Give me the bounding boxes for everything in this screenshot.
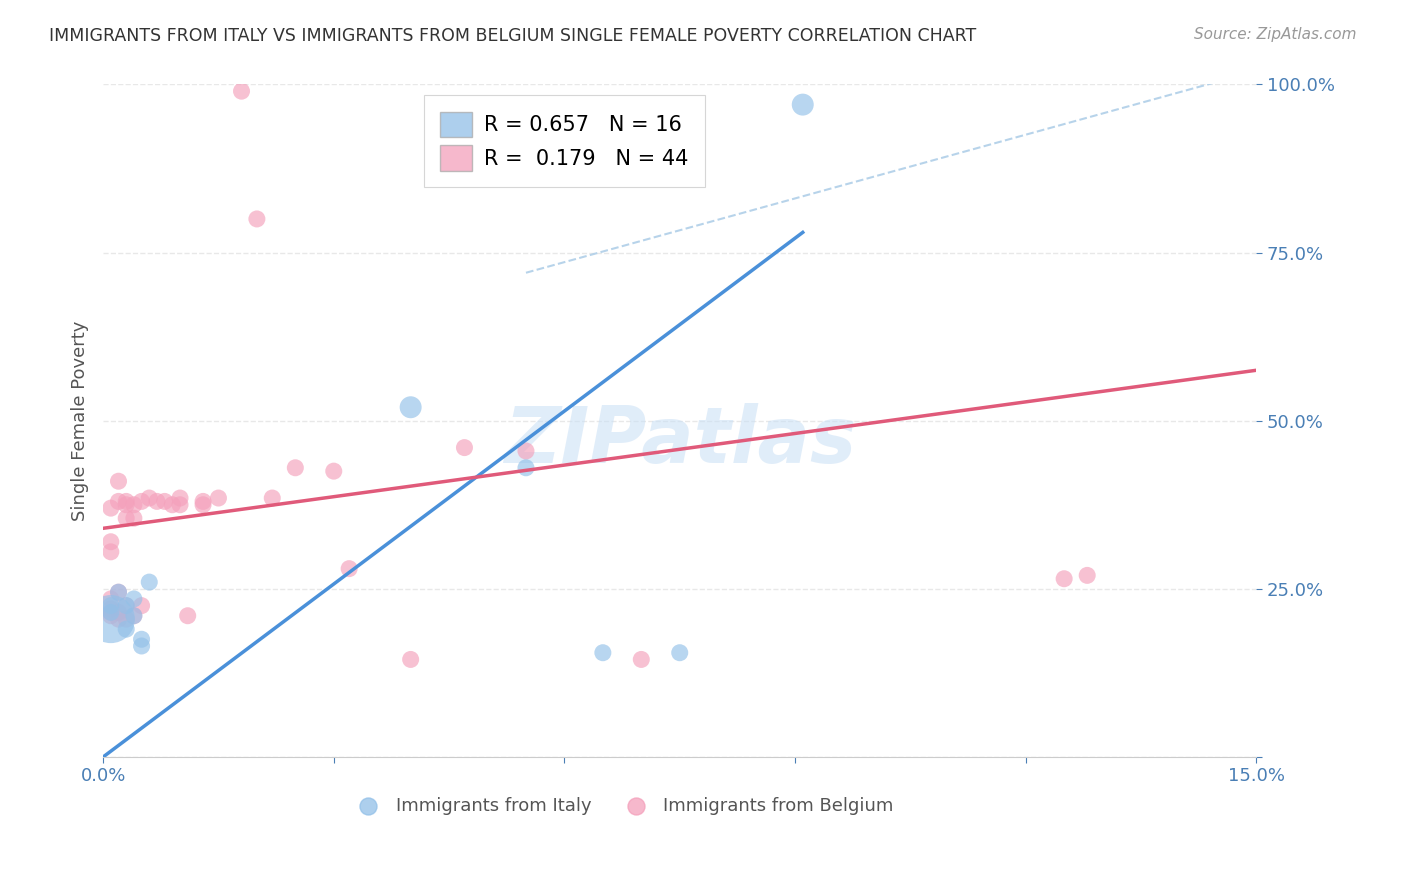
Point bbox=[122, 511, 145, 525]
Point bbox=[399, 652, 422, 666]
Point bbox=[191, 498, 214, 512]
Point bbox=[100, 612, 122, 626]
Point bbox=[115, 498, 138, 512]
Point bbox=[231, 84, 253, 98]
Point bbox=[122, 608, 145, 623]
Point bbox=[100, 608, 122, 623]
Point bbox=[131, 632, 153, 647]
Point bbox=[246, 211, 269, 226]
Point bbox=[138, 491, 160, 505]
Point bbox=[131, 494, 153, 508]
Point bbox=[138, 575, 160, 590]
Point bbox=[153, 494, 176, 508]
Point bbox=[1076, 568, 1098, 582]
Point bbox=[191, 494, 214, 508]
Point bbox=[284, 460, 307, 475]
Text: Source: ZipAtlas.com: Source: ZipAtlas.com bbox=[1194, 27, 1357, 42]
Point bbox=[262, 491, 284, 505]
Point bbox=[107, 585, 129, 599]
Point bbox=[115, 612, 138, 626]
Point bbox=[122, 608, 145, 623]
Point bbox=[107, 585, 129, 599]
Legend: Immigrants from Italy, Immigrants from Belgium: Immigrants from Italy, Immigrants from B… bbox=[343, 789, 901, 822]
Point bbox=[146, 494, 169, 508]
Point bbox=[322, 464, 344, 478]
Point bbox=[107, 606, 129, 620]
Point bbox=[107, 494, 129, 508]
Point bbox=[115, 622, 138, 636]
Point bbox=[107, 612, 129, 626]
Point bbox=[176, 608, 198, 623]
Point bbox=[115, 494, 138, 508]
Point bbox=[515, 444, 537, 458]
Point bbox=[100, 534, 122, 549]
Point bbox=[107, 474, 129, 488]
Point bbox=[100, 591, 122, 606]
Point bbox=[100, 606, 122, 620]
Point bbox=[162, 498, 184, 512]
Point bbox=[207, 491, 229, 505]
Y-axis label: Single Female Poverty: Single Female Poverty bbox=[72, 320, 89, 521]
Point bbox=[100, 501, 122, 516]
Point bbox=[100, 599, 122, 613]
Point bbox=[169, 498, 191, 512]
Point bbox=[115, 511, 138, 525]
Point bbox=[131, 639, 153, 653]
Point bbox=[592, 646, 614, 660]
Point bbox=[115, 599, 138, 613]
Point bbox=[122, 498, 145, 512]
Point bbox=[337, 562, 360, 576]
Point bbox=[122, 591, 145, 606]
Point bbox=[100, 606, 122, 620]
Point bbox=[169, 491, 191, 505]
Point bbox=[515, 460, 537, 475]
Text: IMMIGRANTS FROM ITALY VS IMMIGRANTS FROM BELGIUM SINGLE FEMALE POVERTY CORRELATI: IMMIGRANTS FROM ITALY VS IMMIGRANTS FROM… bbox=[49, 27, 976, 45]
Text: ZIPatlas: ZIPatlas bbox=[503, 403, 856, 479]
Point bbox=[100, 545, 122, 559]
Point bbox=[1053, 572, 1076, 586]
Point bbox=[630, 652, 652, 666]
Point bbox=[115, 599, 138, 613]
Point bbox=[453, 441, 475, 455]
Point bbox=[792, 97, 814, 112]
Point bbox=[399, 401, 422, 415]
Point bbox=[100, 602, 122, 616]
Point bbox=[131, 599, 153, 613]
Point bbox=[668, 646, 690, 660]
